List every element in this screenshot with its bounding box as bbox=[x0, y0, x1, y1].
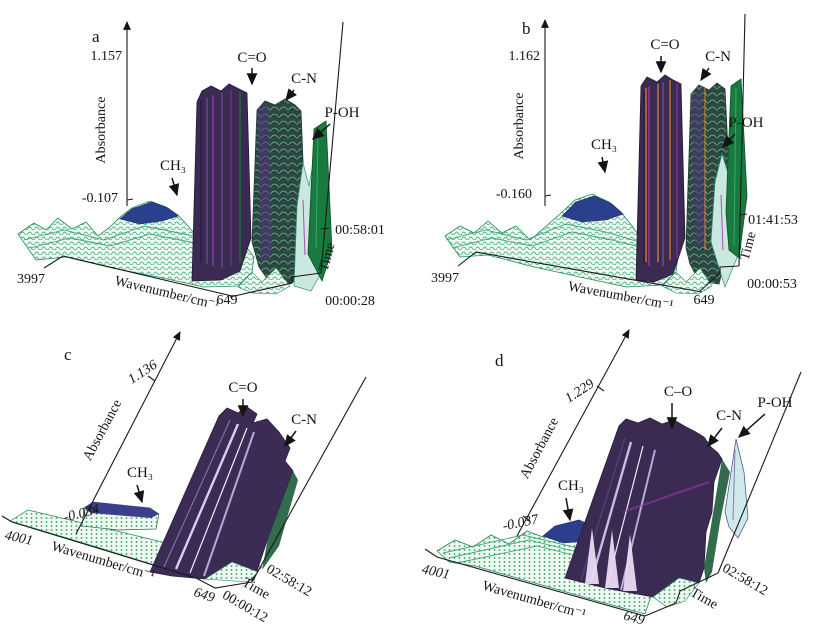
panel-b-abs-axis-label: Absorbance bbox=[512, 93, 527, 160]
panel-a-letter: a bbox=[92, 27, 100, 46]
panel-d-abs-max: 1.229 bbox=[563, 377, 598, 407]
panel-c-x-end: 649 bbox=[192, 585, 217, 606]
panel-d-peak-slabs bbox=[564, 417, 749, 608]
panel-c-x-start: 4001 bbox=[3, 528, 34, 548]
panel-c-abs-axis-label: Absorbance bbox=[81, 397, 126, 463]
panel-b-x-start: 3997 bbox=[431, 271, 459, 286]
panel-c-letter: c bbox=[64, 345, 72, 364]
panel-a-abs-max: 1.157 bbox=[91, 49, 123, 64]
panel-a-peak-slabs bbox=[191, 83, 333, 295]
panel-d-abs-min: -0.037 bbox=[501, 512, 540, 534]
panel-a-time-end: 00:58:01 bbox=[335, 223, 385, 238]
panel-d-label-co: C–O bbox=[664, 384, 693, 400]
panel-a-abs-axis-label: Absorbance bbox=[94, 97, 109, 164]
panel-b-letter: b bbox=[522, 19, 531, 38]
panel-d-label-cn: C-N bbox=[716, 408, 742, 424]
panel-b-label-poh: P-OH bbox=[728, 115, 763, 131]
panel-d-x-start: 4001 bbox=[420, 562, 451, 582]
panel-c-label-cn: C-N bbox=[291, 412, 317, 428]
panel-c-axes bbox=[1, 331, 367, 589]
panel-d-label-ch3: CH₃ bbox=[558, 478, 584, 494]
panel-a-annotations: C=O C-N P-OH CH₃ bbox=[160, 50, 360, 197]
panel-d-annotations: C–O C-N P-OH CH₃ bbox=[558, 384, 793, 522]
panel-c-abs-max: 1.136 bbox=[126, 358, 161, 388]
panel-d-poh-peak bbox=[724, 438, 749, 539]
panel-a-abs-min: -0.107 bbox=[82, 191, 118, 206]
panel-b-annotations: C=O C-N P-OH CH₃ bbox=[591, 37, 764, 174]
panel-d-label-poh: P-OH bbox=[757, 395, 792, 411]
panel-a-x-end: 649 bbox=[217, 293, 238, 308]
panel-d-time-end: 02:58:12 bbox=[719, 561, 770, 599]
panel-a-x-start: 3997 bbox=[17, 272, 45, 287]
panel-b-time-axis-label: Time bbox=[738, 230, 760, 262]
panel-d-x-end: 649 bbox=[622, 609, 646, 629]
panel-a-label-cn: C-N bbox=[291, 71, 317, 87]
panel-b-x-end: 649 bbox=[694, 293, 715, 308]
panel-c-time-end: 02:58:12 bbox=[263, 562, 314, 600]
panel-b-time-end: 01:41:53 bbox=[748, 213, 798, 228]
panel-a-ch3-ridge bbox=[119, 201, 179, 225]
panel-c-label-co: C=O bbox=[228, 380, 257, 396]
panel-c: c 1.136 Absorbance -0.034 4001 Wavenumbe… bbox=[1, 331, 367, 626]
panel-b: b 1.162 Absorbance -0.160 3997 Wavenumbe… bbox=[431, 13, 798, 314]
panel-b-abs-min: -0.160 bbox=[496, 187, 532, 202]
panel-d-letter: d bbox=[495, 351, 504, 370]
panel-b-label-co: C=O bbox=[650, 37, 679, 53]
panel-b-abs-max: 1.162 bbox=[509, 49, 541, 64]
panel-a: a 1.157 Absorbance -0.107 3997 Wavenumbe… bbox=[17, 21, 385, 313]
panel-a-label-poh: P-OH bbox=[324, 105, 359, 121]
panel-d-abs-axis-label: Absorbance bbox=[518, 415, 563, 481]
panel-b-time-start: 00:00:53 bbox=[747, 277, 797, 292]
panel-d-time-axis-label: Time bbox=[687, 585, 720, 613]
panel-a-axes bbox=[43, 21, 344, 298]
panel-b-mesh-surface bbox=[444, 193, 679, 288]
panel-c-label-ch3: CH₃ bbox=[127, 465, 153, 481]
panel-b-peak-slabs bbox=[635, 74, 748, 295]
panel-b-label-cn: C-N bbox=[705, 49, 731, 65]
panel-a-time-axis-label: Time bbox=[317, 241, 339, 273]
panel-d: d 1.229 Absorbance -0.037 4001 Wavenumbe… bbox=[420, 329, 802, 629]
panel-c-peak-slabs bbox=[149, 406, 298, 583]
panel-b-label-ch3: CH₃ bbox=[591, 137, 617, 153]
panel-b-axes bbox=[457, 13, 748, 293]
panel-b-ch3-ridge bbox=[561, 195, 624, 223]
panel-a-label-ch3: CH₃ bbox=[160, 158, 186, 174]
panel-c-annotations: C=O C-N CH₃ bbox=[127, 380, 317, 504]
panel-d-axes bbox=[424, 329, 802, 617]
panel-a-time-start: 00:00:28 bbox=[325, 294, 375, 309]
panel-a-label-co: C=O bbox=[237, 50, 266, 66]
